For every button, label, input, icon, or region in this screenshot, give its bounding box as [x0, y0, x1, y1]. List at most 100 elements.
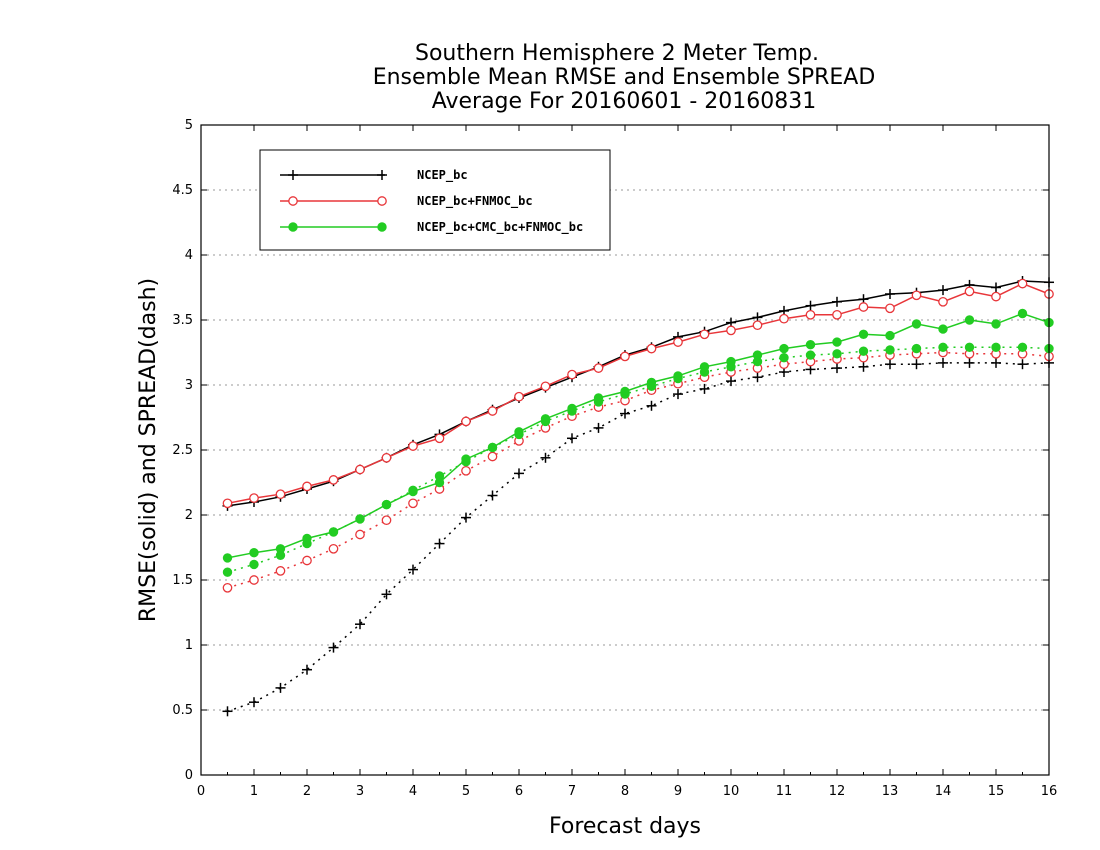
spread-point — [1017, 342, 1028, 352]
spread-point — [858, 361, 869, 372]
spread-point — [328, 543, 339, 554]
spread-line-1 — [227, 362, 1050, 713]
y-tick-label: 2.5 — [172, 443, 193, 458]
plot-frame — [200, 124, 1050, 776]
series-2 — [222, 278, 1054, 593]
spread-point — [805, 350, 816, 360]
spread-line-3 — [227, 346, 1050, 573]
legend-marker — [377, 222, 387, 232]
x-tick-label: 15 — [988, 784, 1005, 799]
rmse-point — [779, 343, 789, 354]
rmse-point — [938, 296, 948, 307]
rmse-point — [885, 330, 895, 341]
rmse-line-2 — [227, 282, 1050, 505]
legend-label: NCEP_bc+FNMOC_bc — [417, 194, 533, 209]
rmse-point — [832, 309, 842, 320]
y-tick-label: 1 — [185, 638, 193, 653]
grid — [201, 189, 1049, 711]
y-tick-label: 2 — [185, 508, 193, 523]
spread-point — [885, 345, 895, 355]
rmse-point — [805, 300, 816, 311]
rmse-point — [779, 313, 789, 324]
spread-point — [858, 346, 869, 356]
y-tick-label: 5 — [185, 118, 193, 133]
spread-point — [222, 582, 233, 593]
chart-title-line-1: Southern Hemisphere 2 Meter Temp. — [415, 41, 819, 66]
y-tick-label: 4 — [185, 248, 193, 263]
spread-point — [911, 343, 922, 354]
x-tick-label: 9 — [674, 784, 682, 799]
spread-point — [593, 422, 604, 433]
rmse-point — [911, 319, 922, 329]
rmse-point — [885, 303, 895, 314]
rmse-point — [567, 369, 577, 380]
rmse-point — [355, 514, 365, 524]
y-tick-label: 1.5 — [172, 573, 193, 588]
rmse-point — [328, 527, 339, 537]
legend-marker — [288, 170, 298, 180]
spread-point — [355, 619, 365, 630]
x-tick-label: 0 — [197, 784, 205, 799]
rmse-point — [275, 544, 286, 554]
y-tick-label: 0.5 — [172, 703, 193, 718]
legend-box — [259, 149, 611, 251]
legend-label: NCEP_bc — [417, 168, 468, 183]
rmse-point — [540, 414, 551, 424]
spread-point — [726, 376, 736, 387]
legend-marker — [377, 170, 387, 180]
spread-point — [779, 353, 789, 363]
spread-point — [408, 498, 418, 509]
rmse-point — [593, 363, 604, 373]
x-tick-label: 7 — [568, 784, 576, 799]
x-axis-label: Forecast days — [549, 814, 701, 839]
spread-point — [938, 357, 948, 368]
spread-point — [991, 357, 1001, 368]
rmse-point — [222, 553, 233, 563]
rmse-point — [938, 285, 948, 296]
rmse-point — [1017, 308, 1028, 319]
axis-ticks: 00.511.522.533.544.550 1 2 3 4 5 6 7 8 9 10 11 12 13 1… — [172, 118, 1057, 799]
rmse-point — [381, 499, 392, 510]
spread-point — [567, 433, 577, 444]
x-tick-label: 14 — [935, 784, 952, 799]
rmse-point — [858, 302, 869, 312]
x-tick-label: 4 — [409, 784, 417, 799]
rmse-point — [487, 406, 498, 416]
rmse-point — [249, 548, 259, 558]
rmse-point — [964, 315, 975, 325]
spread-point — [699, 383, 710, 394]
spread-point — [249, 697, 259, 708]
legend-marker — [288, 222, 298, 232]
x-tick-label: 5 — [462, 784, 470, 799]
rmse-point — [646, 343, 657, 354]
legend-marker — [288, 196, 298, 206]
rmse-point — [699, 329, 710, 340]
y-axis-label: RMSE(solid) and SPREAD(dash) — [136, 278, 161, 622]
rmse-point — [514, 427, 524, 437]
chart-title-line-3: Average For 20160601 - 20160831 — [432, 89, 817, 114]
rmse-point — [1017, 278, 1028, 289]
spread-point — [222, 706, 233, 717]
rmse-point — [434, 433, 445, 444]
y-tick-label: 0 — [185, 768, 193, 783]
rmse-point — [249, 493, 259, 503]
rmse-point — [752, 350, 763, 360]
rmse-point — [805, 340, 816, 350]
rmse-point — [885, 289, 895, 299]
x-tick-label: 6 — [515, 784, 523, 799]
spread-point — [302, 555, 312, 566]
spread-point — [249, 575, 259, 585]
y-tick-label: 3 — [185, 378, 193, 393]
spread-point — [964, 342, 975, 352]
y-tick-label: 3.5 — [172, 313, 193, 328]
rmse-point — [726, 356, 736, 367]
rmse-point — [434, 477, 445, 488]
spread-point — [328, 642, 339, 653]
x-tick-label: 1 — [250, 784, 258, 799]
rmse-point — [461, 416, 471, 427]
x-tick-label: 2 — [303, 784, 311, 799]
spread-point — [885, 359, 895, 370]
rmse-point — [355, 464, 365, 475]
spread-point — [249, 559, 259, 570]
